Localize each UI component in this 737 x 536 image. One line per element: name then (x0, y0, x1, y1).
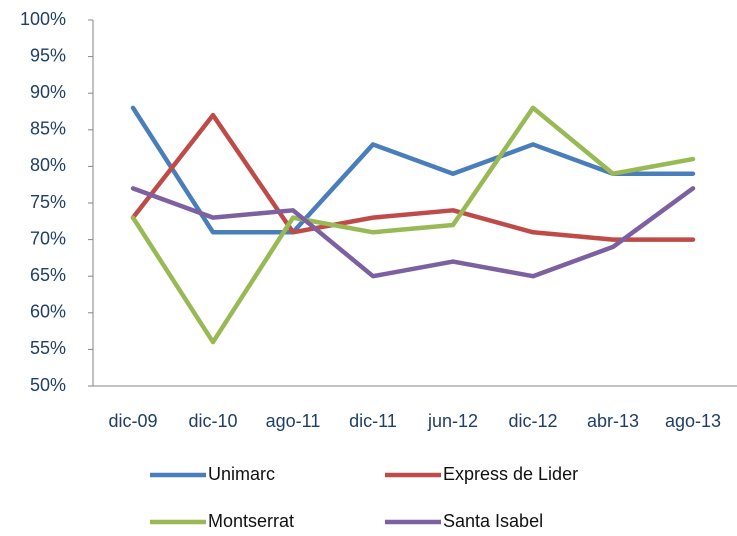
series-line (130, 112, 696, 242)
legend-label: Montserrat (208, 511, 294, 531)
y-tick-label: 75% (30, 192, 66, 212)
y-tick-label: 95% (30, 45, 66, 65)
y-tick-label: 80% (30, 155, 66, 175)
legend-label: Unimarc (208, 464, 275, 484)
legend: Unimarc Express de Lider Montserrat Santa I… (150, 464, 578, 531)
x-tick-label: dic-10 (188, 411, 237, 431)
x-tick-label: dic-12 (508, 411, 557, 431)
y-tick-label: 55% (30, 338, 66, 358)
y-tick-label: 60% (30, 302, 66, 322)
legend-label: Santa Isabel (443, 511, 543, 531)
x-tick-label: jun-12 (427, 411, 478, 431)
y-tick-label: 90% (30, 82, 66, 102)
y-tick-label: 50% (30, 375, 66, 395)
x-tick-label: dic-09 (108, 411, 157, 431)
x-tick-label: abr-13 (587, 411, 639, 431)
x-tick-label: dic-11 (349, 411, 397, 431)
series-line (130, 186, 696, 279)
x-tick-label: ago-13 (665, 411, 721, 431)
y-tick-label: 65% (30, 265, 66, 285)
legend-label: Express de Lider (443, 464, 578, 484)
y-tick-label: 70% (30, 228, 66, 248)
series-line (130, 105, 696, 235)
x-tick-label: ago-11 (266, 411, 321, 431)
y-tick-label: 85% (30, 119, 66, 139)
series-line (130, 105, 696, 345)
y-tick-label: 100% (20, 9, 66, 29)
